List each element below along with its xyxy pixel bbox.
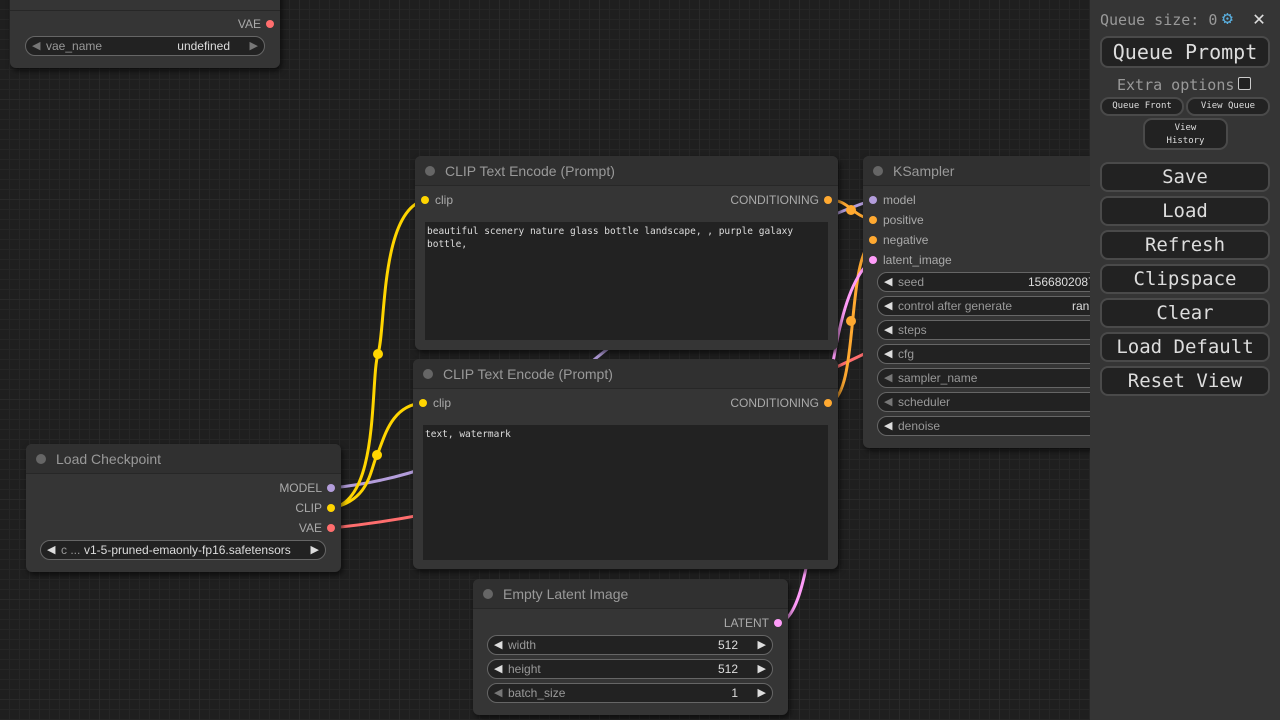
conditioning-dot[interactable]	[824, 399, 832, 407]
node-title[interactable]: KSampler	[863, 156, 1123, 186]
width-widget[interactable]: ◀ width 512 ▶	[487, 635, 773, 655]
clip-dot[interactable]	[419, 399, 427, 407]
gear-icon[interactable]: ⚙	[1222, 8, 1233, 29]
vae-dot[interactable]	[327, 524, 335, 532]
input-clip[interactable]: clip	[419, 396, 451, 410]
close-icon[interactable]: ✕	[1253, 6, 1266, 30]
output-conditioning[interactable]: CONDITIONING	[730, 193, 832, 207]
output-clip[interactable]: CLIP	[295, 501, 335, 515]
collapse-dot[interactable]	[425, 166, 435, 176]
reset-view-button[interactable]: Reset View	[1100, 366, 1270, 396]
latent-dot[interactable]	[869, 256, 877, 264]
view-queue-button[interactable]: View Queue	[1186, 97, 1270, 116]
prompt-textarea[interactable]: beautiful scenery nature glass bottle la…	[425, 222, 828, 340]
clipspace-button[interactable]: Clipspace	[1100, 264, 1270, 294]
steps-widget[interactable]: ◀ steps	[877, 320, 1137, 340]
denoise-widget[interactable]: ◀ denoise	[877, 416, 1137, 436]
save-button[interactable]: Save	[1100, 162, 1270, 192]
load-checkpoint-node[interactable]: Load Checkpoint MODEL CLIP VAE ◀ c ... v1-…	[26, 444, 341, 572]
positive-dot[interactable]	[869, 216, 877, 224]
node-title[interactable]: CLIP Text Encode (Prompt)	[415, 156, 838, 186]
collapse-dot[interactable]	[36, 454, 46, 464]
output-vae[interactable]: VAE	[299, 521, 335, 535]
negative-dot[interactable]	[869, 236, 877, 244]
collapse-dot[interactable]	[423, 369, 433, 379]
control-after-generate-widget[interactable]: ◀ control after generate ran	[877, 296, 1137, 316]
vae-dot[interactable]	[266, 20, 274, 28]
batch-size-widget[interactable]: ◀ batch_size 1 ▶	[487, 683, 773, 703]
seed-widget[interactable]: ◀ seed 1566802087	[877, 272, 1137, 292]
node-title[interactable]: Empty Latent Image	[473, 579, 788, 609]
prompt-textarea[interactable]: text, watermark	[423, 425, 828, 560]
scheduler-widget[interactable]: ◀ scheduler	[877, 392, 1137, 412]
node-title[interactable]: Load Checkpoint	[26, 444, 341, 474]
clip-text-encode-positive-node[interactable]: CLIP Text Encode (Prompt) clip CONDITION…	[415, 156, 838, 350]
ckpt-name-widget[interactable]: ◀ c ... v1-5-pruned-emaonly-fp16.safetenso…	[40, 540, 326, 560]
clip-dot[interactable]	[327, 504, 335, 512]
queue-prompt-button[interactable]: Queue Prompt	[1100, 36, 1270, 68]
menu-panel: Queue size: 0 ⚙ ✕ Queue Prompt Extra opt…	[1090, 0, 1280, 720]
reroute-dot[interactable]	[846, 205, 856, 215]
empty-latent-image-node[interactable]: Empty Latent Image LATENT ◀ width 512 ▶ ◀ he…	[473, 579, 788, 715]
cfg-widget[interactable]: ◀ cfg	[877, 344, 1137, 364]
output-latent[interactable]: LATENT	[724, 616, 782, 630]
input-clip[interactable]: clip	[421, 193, 453, 207]
reroute-dot[interactable]	[372, 450, 382, 460]
node-title[interactable]: CLIP Text Encode (Prompt)	[413, 359, 838, 389]
queue-front-button[interactable]: Queue Front	[1100, 97, 1184, 116]
clear-button[interactable]: Clear	[1100, 298, 1270, 328]
input-latent-image[interactable]: latent_image	[869, 253, 952, 267]
conditioning-dot[interactable]	[824, 196, 832, 204]
vae-name-widget[interactable]: ◀ vae_name undefined ▶	[25, 36, 265, 56]
vae-loader-node[interactable]: VAE ◀ vae_name undefined ▶	[10, 0, 280, 68]
output-vae[interactable]: VAE	[238, 17, 274, 31]
refresh-button[interactable]: Refresh	[1100, 230, 1270, 260]
sampler-name-widget[interactable]: ◀ sampler_name	[877, 368, 1137, 388]
queue-size-label: Queue size: 0	[1100, 11, 1218, 29]
graph-canvas[interactable]: VAE ◀ vae_name undefined ▶ CLIP Text Encode…	[0, 0, 1137, 720]
view-history-button[interactable]: View History	[1143, 118, 1228, 150]
input-positive[interactable]: positive	[869, 213, 924, 227]
collapse-dot[interactable]	[483, 589, 493, 599]
reroute-dot[interactable]	[846, 316, 856, 326]
collapse-dot[interactable]	[873, 166, 883, 176]
latent-dot[interactable]	[774, 619, 782, 627]
clip-text-encode-negative-node[interactable]: CLIP Text Encode (Prompt) clip CONDITION…	[413, 359, 838, 569]
ksampler-node[interactable]: KSampler model positive negative latent_…	[863, 156, 1137, 448]
reroute-dot[interactable]	[373, 349, 383, 359]
extra-options-checkbox[interactable]	[1238, 77, 1251, 90]
clip-dot[interactable]	[421, 196, 429, 204]
load-button[interactable]: Load	[1100, 196, 1270, 226]
output-conditioning[interactable]: CONDITIONING	[730, 396, 832, 410]
model-dot[interactable]	[327, 484, 335, 492]
output-model[interactable]: MODEL	[279, 481, 335, 495]
input-model[interactable]: model	[869, 193, 916, 207]
model-dot[interactable]	[869, 196, 877, 204]
extra-options-label: Extra options	[1117, 76, 1235, 94]
input-negative[interactable]: negative	[869, 233, 928, 247]
load-default-button[interactable]: Load Default	[1100, 332, 1270, 362]
height-widget[interactable]: ◀ height 512 ▶	[487, 659, 773, 679]
